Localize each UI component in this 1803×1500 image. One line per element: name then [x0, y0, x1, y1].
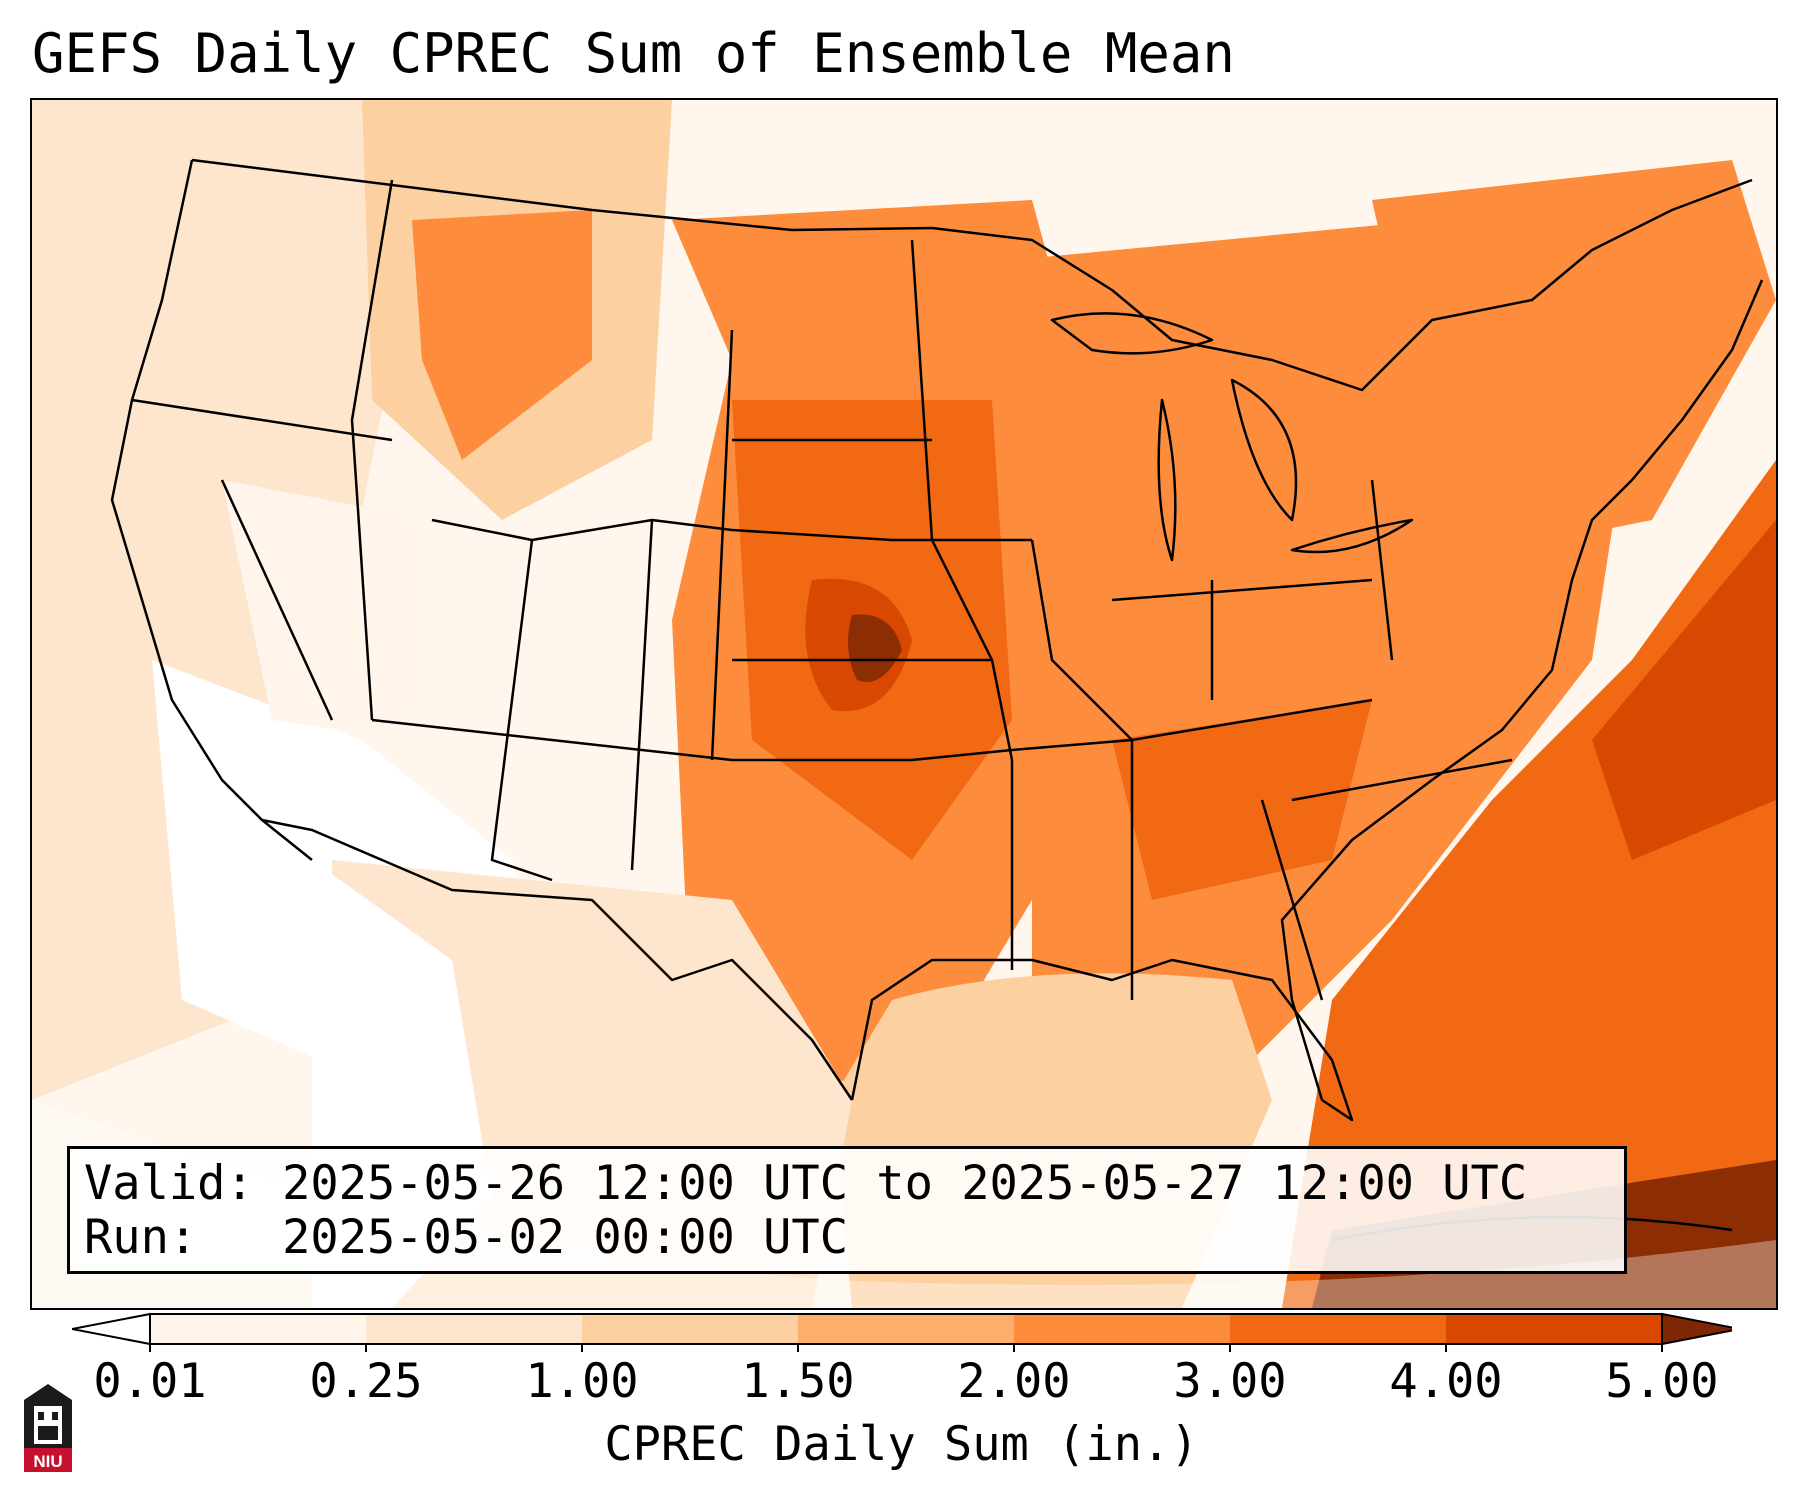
precip-region-tennessee	[1112, 700, 1372, 900]
state-line-9	[910, 239, 1014, 761]
colorbar-label: CPREC Daily Sum (in.)	[604, 1417, 1199, 1472]
state-line-7	[630, 519, 654, 871]
state-line-18	[1370, 479, 1394, 661]
niu-text: NIU	[33, 1452, 62, 1471]
state-line-6	[490, 539, 553, 882]
gulf-coast	[850, 958, 1354, 1122]
colorbar-tick-label: 0.25	[309, 1354, 423, 1409]
lake-huron	[1230, 378, 1298, 522]
colorbar	[72, 1312, 1732, 1352]
state-line-14	[1111, 578, 1373, 602]
colorbar-tick-label: 1.50	[741, 1354, 855, 1409]
state-line-3	[220, 479, 334, 721]
niu-window-3	[38, 1426, 58, 1440]
valid-time: 2025-05-26 12:00 UTC to 2025-05-27 12:00…	[282, 1156, 1528, 1211]
colorbar-tick-label: 4.00	[1389, 1354, 1503, 1409]
us-canada-border	[191, 158, 1753, 392]
niu-band	[24, 1448, 72, 1472]
colorbar-outline	[149, 1313, 1663, 1345]
colorbar-bin	[582, 1314, 798, 1344]
precip-region-montana-core	[412, 210, 592, 460]
state-line-17	[1260, 799, 1324, 1001]
colorbar-bin	[798, 1314, 1014, 1344]
colorbar-under-extend	[72, 1312, 151, 1346]
valid-label: Valid:	[84, 1156, 254, 1211]
niu-logo-icon: NIU	[24, 1384, 72, 1472]
niu-window-1	[38, 1412, 44, 1420]
niu-window-2	[52, 1412, 58, 1420]
valid-run-info-box: Valid: 2025-05-26 12:00 UTC to 2025-05-2…	[67, 1146, 1627, 1274]
us-mexico-border	[261, 818, 854, 1101]
precip-region-northeast	[1372, 160, 1776, 560]
precip-region-west-light	[32, 100, 432, 1100]
colorbar-over-extend	[1661, 1312, 1732, 1346]
lake-michigan	[1157, 398, 1177, 562]
colorbar-bin	[366, 1314, 582, 1344]
chart-title: GEFS Daily CPREC Sum of Ensemble Mean	[32, 22, 1235, 85]
state-line-13	[1030, 539, 1133, 741]
colorbar-tick-label: 1.00	[525, 1354, 639, 1409]
precip-region-kansas-peak	[848, 614, 902, 682]
state-line-2	[350, 179, 394, 721]
precip-region-nevada-dry	[222, 480, 432, 740]
boundaries	[110, 158, 1764, 1242]
colorbar-bin	[150, 1314, 366, 1344]
precip-region-atlantic-core	[1592, 520, 1776, 860]
colorbar-bin	[1446, 1314, 1662, 1344]
state-line-8	[710, 329, 734, 761]
run-label: Run:	[84, 1210, 198, 1265]
lake-erie	[1290, 518, 1414, 554]
state-line-1	[131, 398, 393, 442]
atlantic-coast	[1280, 279, 1764, 1101]
run-time: 2025-05-02 00:00 UTC	[282, 1210, 849, 1265]
colorbar-tick-label: 0.01	[93, 1354, 207, 1409]
colorbar-bin	[1014, 1314, 1230, 1344]
colorbar-tick-label: 2.00	[957, 1354, 1071, 1409]
colorbar-tick-label: 3.00	[1173, 1354, 1287, 1409]
colorbar-tick-label: 5.00	[1605, 1354, 1719, 1409]
precip-map	[32, 100, 1776, 1308]
west-coast	[110, 159, 313, 861]
colorbar-bin	[1230, 1314, 1446, 1344]
map-frame: Valid: 2025-05-26 12:00 UTC to 2025-05-2…	[30, 98, 1778, 1310]
state-line-4	[431, 518, 1032, 542]
lake-superior	[1050, 312, 1214, 355]
state-line-19	[1291, 758, 1513, 802]
